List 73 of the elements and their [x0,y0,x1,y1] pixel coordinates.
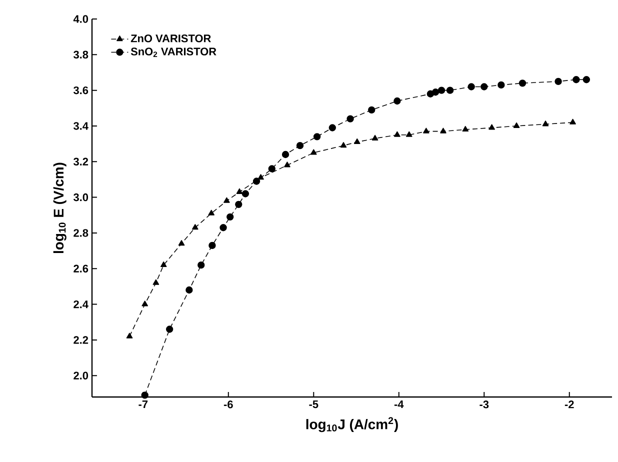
point [480,83,488,90]
point [423,128,430,134]
point [242,190,250,198]
point [394,131,400,137]
y-tick-label: 3.4 [73,122,88,130]
point [462,126,469,132]
point [284,162,290,168]
point [368,106,376,114]
legend-label: ZnO VARISTOR [130,34,211,42]
y-tick-label: 2.0 [74,372,88,380]
point [268,165,276,172]
point [236,188,243,194]
x-tick-label: -2 [564,400,574,408]
point [166,326,174,333]
point [446,86,454,94]
point [572,76,580,84]
point [438,86,446,94]
point [394,97,401,105]
point [554,78,562,85]
point [406,131,412,137]
point [468,83,475,90]
x-tick-label: -7 [138,400,148,408]
y-tick-label: 4.0 [73,15,88,23]
point [313,133,321,140]
point [160,261,167,268]
y-tick-label: 3.0 [73,193,88,202]
point [186,286,193,294]
point [440,128,446,134]
point [208,242,216,250]
point [220,224,227,232]
point [198,261,205,269]
point [141,392,148,399]
point [498,81,505,89]
y-tick-label: 3.8 [73,50,88,59]
point [258,174,264,180]
point [152,279,160,285]
point [282,150,290,158]
y-tick-label: 2.8 [74,229,88,237]
y-tick-label: 3.2 [73,158,88,166]
point [310,149,317,155]
point [513,122,520,128]
point [224,197,230,203]
x-tick-label: -5 [309,400,318,408]
y-axis-title: log$_{10}$ E (V/cm) [53,162,66,254]
y-tick-label: 2.4 [74,300,88,308]
point [354,138,360,144]
point [582,76,590,84]
point [432,88,440,96]
x-axis-title: log$_{10}$J (A/cm$^{2}$) [306,417,398,432]
y-tick-label: 2.6 [74,264,88,273]
point [488,124,495,130]
point [226,213,234,220]
point [142,300,148,306]
point [126,332,133,338]
point [328,124,336,132]
point [340,142,347,148]
point [235,200,242,208]
point [178,240,185,246]
point [570,118,576,124]
point [542,120,549,126]
point [518,80,526,87]
y-tick-label: 2.2 [74,336,88,344]
point [252,178,260,185]
legend-label: SnO$_{2}$ VARISTOR [130,48,216,57]
point [192,224,198,230]
point [208,210,215,216]
point [296,142,304,150]
y-tick-label: 3.6 [73,86,88,94]
x-tick-label: -4 [394,400,404,408]
x-tick-label: -3 [480,400,489,408]
point [346,115,354,122]
point [372,134,378,140]
x-tick-label: -6 [224,400,233,408]
